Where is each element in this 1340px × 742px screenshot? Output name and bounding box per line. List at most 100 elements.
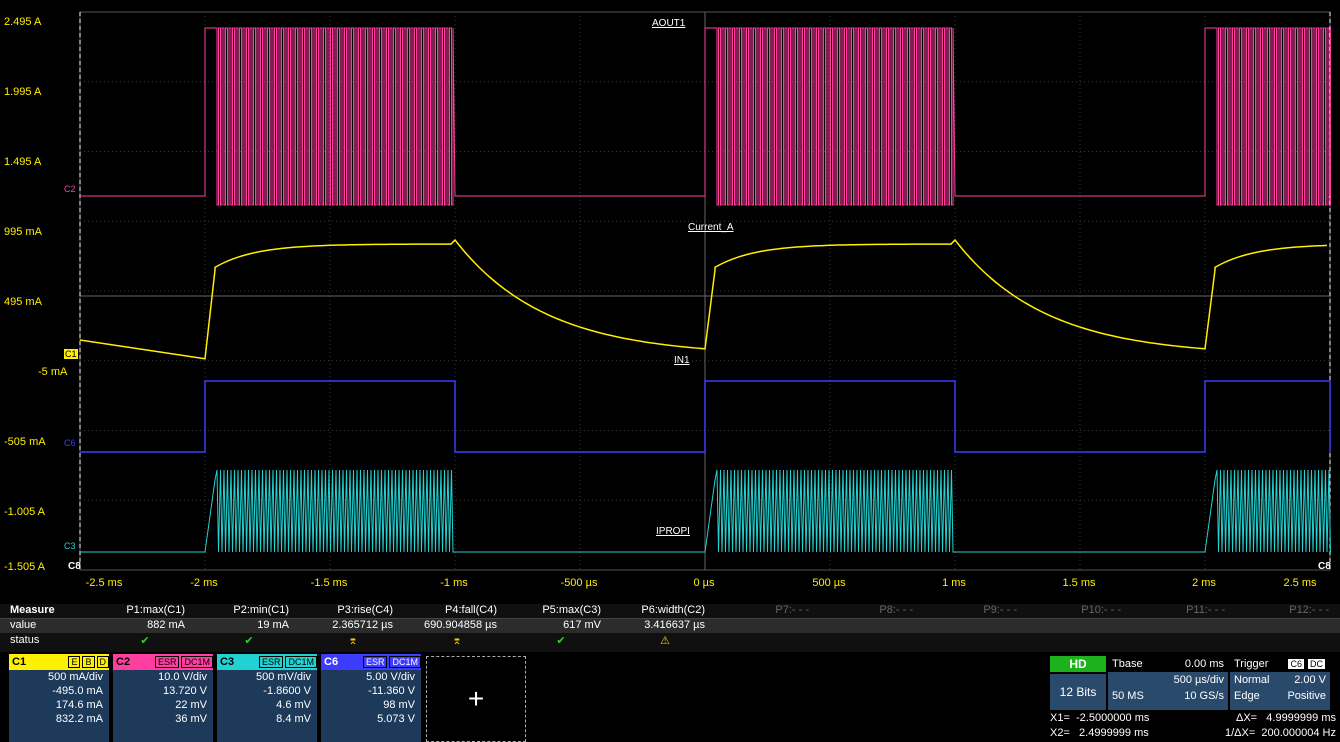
channel-box-c1[interactable]: C1 E B D 500 mA/div -495.0 mA 174.6 mA 832.… — [9, 654, 109, 742]
channel-box-c6[interactable]: C6 ESR DC1M 5.00 V/div -11.360 V 98 mV 5.0… — [321, 654, 421, 742]
channel-header-c2: C2 ESR DC1M — [113, 654, 213, 670]
channel-marker-c8-left[interactable]: C8 — [68, 561, 81, 572]
channel-tag: ESR — [258, 656, 284, 668]
measure-param-status: ⌆ — [452, 635, 462, 647]
trace-label-in1: IN1 — [674, 355, 690, 366]
add-channel-button[interactable]: + — [426, 656, 526, 742]
bits-indicator[interactable]: 12 Bits — [1050, 674, 1106, 710]
channel-scale: 10.0 V/div — [158, 671, 207, 683]
y-axis-label: -505 mA — [4, 436, 46, 448]
measure-param-name[interactable]: P2:min(C1) — [233, 604, 289, 616]
trigger-box[interactable]: Trigger C6 DC Normal 2.00 V Edge Positive — [1230, 656, 1330, 710]
cursor-inv-dx: 1/ΔX= 200.000004 Hz — [1224, 727, 1336, 739]
measure-param-value: 2.365712 µs — [332, 619, 393, 631]
measure-title: Measure — [10, 604, 55, 616]
x-axis-label: -500 µs — [560, 577, 598, 589]
measure-param-status: ⌆ — [348, 635, 358, 647]
channel-marker-c6[interactable]: C6 — [64, 438, 76, 448]
trace-label-aout1: AOUT1 — [652, 18, 686, 29]
channel-tag: DC1M — [181, 656, 213, 668]
y-axis-label: 2.495 A — [4, 16, 42, 28]
trigger-type: Edge — [1234, 690, 1260, 702]
measure-param-status: ⚠ — [660, 635, 670, 647]
cursor-x2: X2= 2.4999999 ms — [1050, 727, 1149, 739]
measure-param-name[interactable]: P11:- - - — [1186, 604, 1225, 616]
channel-tag: ESR — [362, 656, 388, 668]
trigger-level: 2.00 V — [1294, 674, 1326, 686]
measure-param-name[interactable]: P6:width(C2) — [641, 604, 705, 616]
measure-status-row: status ✔ ✔ ⌆ ⌆ ✔ ⚠ — [0, 634, 1340, 648]
x-axis-label: 0 µs — [693, 577, 715, 589]
measure-param-name[interactable]: P9:- - - — [983, 604, 1017, 616]
x-axis-label: -2.5 ms — [85, 577, 123, 589]
x-axis-label: 500 µs — [812, 577, 846, 589]
y-axis-label: -1.505 A — [4, 561, 45, 573]
channel-tag: DC1M — [285, 656, 317, 668]
channel-scale: 500 mA/div — [47, 671, 103, 683]
trace-c3 — [80, 469, 1332, 553]
x-axis-label: 2 ms — [1192, 577, 1216, 589]
channel-header-c6: C6 ESR DC1M — [321, 654, 421, 670]
channel-tag: B — [82, 656, 95, 668]
measure-param-name[interactable]: P8:- - - — [879, 604, 913, 616]
trace-c2 — [80, 27, 1331, 206]
measure-param-name[interactable]: P4:fall(C4) — [445, 604, 497, 616]
y-axis-label: 1.495 A — [4, 156, 42, 168]
channel-box-c2[interactable]: C2 ESR DC1M 10.0 V/div 13.720 V 22 mV 36 m… — [113, 654, 213, 742]
channel-marker-c2[interactable]: C2 — [64, 184, 76, 194]
channel-descriptor-bar: C1 E B D 500 mA/div -495.0 mA 174.6 mA 832.… — [0, 654, 1340, 742]
timebase-perdiv: 500 µs/div — [1173, 674, 1224, 686]
trigger-slope: Positive — [1287, 690, 1326, 702]
channel-marker-c1[interactable]: C1 — [64, 349, 78, 359]
measure-param-value: 19 mA — [257, 619, 289, 631]
channel-cursor-2: 832.2 mA — [55, 713, 103, 725]
y-axis-label: 495 mA — [4, 296, 42, 308]
y-axis-label: 995 mA — [4, 226, 42, 238]
channel-box-c3[interactable]: C3 ESR DC1M 500 mV/div -1.8600 V 4.6 mV 8.… — [217, 654, 317, 742]
x-axis-label: -2 ms — [190, 577, 218, 589]
timebase-box[interactable]: Tbase 0.00 ms 500 µs/div 50 MS 10 GS/s — [1108, 656, 1228, 710]
measure-param-name[interactable]: P3:rise(C4) — [337, 604, 393, 616]
channel-cursor-1: 174.6 mA — [55, 699, 103, 711]
measure-param-name[interactable]: P5:max(C3) — [542, 604, 601, 616]
channel-scale: 5.00 V/div — [366, 671, 415, 683]
channel-name: C6 — [324, 656, 339, 668]
channel-tag: D — [96, 656, 109, 668]
scope-display[interactable]: 2.495 A 1.995 A 1.495 A 995 mA 495 mA -5… — [0, 0, 1340, 600]
channel-tag: DC1M — [389, 656, 421, 668]
measure-header-row: Measure P1:max(C1) P2:min(C1) P3:rise(C4) P… — [0, 604, 1340, 619]
hd-badge: HD — [1050, 656, 1106, 672]
trigger-coupling-tag: DC — [1307, 658, 1326, 670]
measure-param-status: ✔ — [556, 635, 566, 647]
x-axis-label: -1.5 ms — [310, 577, 348, 589]
channel-offset: -1.8600 V — [263, 685, 311, 697]
y-axis-label: -1.005 A — [4, 506, 45, 518]
measure-param-name[interactable]: P1:max(C1) — [126, 604, 185, 616]
y-axis-label: -5 mA — [38, 366, 68, 378]
channel-header-c3: C3 ESR DC1M — [217, 654, 317, 670]
trigger-mode: Normal — [1234, 674, 1270, 686]
x-axis-label: 2.5 ms — [1283, 577, 1317, 589]
channel-cursor-1: 98 mV — [383, 699, 415, 711]
x-axis-label: 1 ms — [942, 577, 966, 589]
measure-param-name[interactable]: P7:- - - — [775, 604, 809, 616]
channel-name: C2 — [116, 656, 131, 668]
trace-c1 — [79, 238, 1328, 360]
channel-offset: -11.360 V — [368, 685, 415, 697]
measure-value-label: value — [10, 619, 37, 631]
measure-status-label: status — [10, 634, 40, 646]
channel-cursor-2: 5.073 V — [377, 713, 415, 725]
trace-label-ipropi: IPROPI — [656, 526, 690, 537]
channel-tag: ESR — [154, 656, 180, 668]
measure-param-value: 617 mV — [563, 619, 601, 631]
channel-name: C3 — [220, 656, 235, 668]
channel-marker-c3[interactable]: C3 — [64, 541, 76, 551]
y-axis-label: 1.995 A — [4, 86, 42, 98]
measure-param-name[interactable]: P10:- - - — [1081, 604, 1121, 616]
measure-param-value: 3.416637 µs — [644, 619, 705, 631]
channel-marker-c8-right[interactable]: C8 — [1318, 561, 1331, 572]
timebase-offset: 0.00 ms — [1184, 658, 1224, 670]
measure-param-name[interactable]: P12:- - - — [1289, 604, 1329, 616]
trigger-source-tag: C6 — [1287, 658, 1305, 670]
measure-param-status: ✔ — [140, 635, 150, 647]
